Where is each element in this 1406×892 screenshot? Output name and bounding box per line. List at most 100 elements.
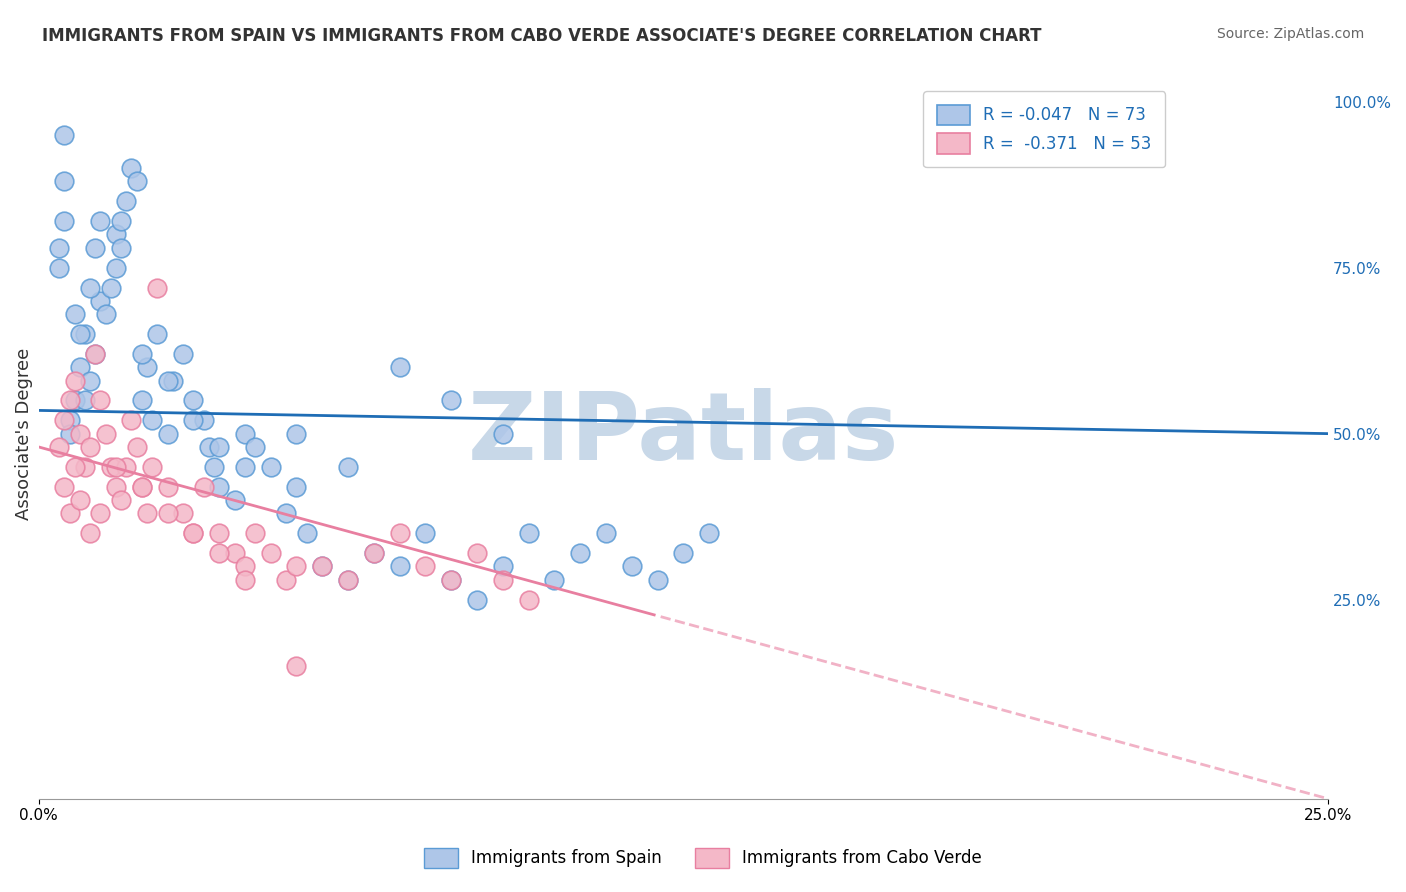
Point (233, 573, 256, 587)
Point (104, 480, 127, 494)
Point (104, 227, 127, 242)
Point (84, 347, 107, 361)
Point (53, 214, 76, 228)
Point (337, 459, 360, 474)
Point (104, 260, 127, 275)
Point (53, 128, 76, 142)
Point (193, 413, 215, 427)
Text: IMMIGRANTS FROM SPAIN VS IMMIGRANTS FROM CABO VERDE ASSOCIATE'S DEGREE CORRELATI: IMMIGRANTS FROM SPAIN VS IMMIGRANTS FROM… (42, 27, 1042, 45)
Point (125, 174, 148, 188)
Point (63, 459, 86, 474)
Point (73, 459, 96, 474)
Point (135, 360, 157, 375)
Point (197, 440, 219, 454)
Point (156, 480, 179, 494)
Point (208, 546, 231, 560)
Point (260, 459, 283, 474)
Point (69, 493, 91, 508)
Point (73, 327, 96, 342)
Point (337, 573, 360, 587)
Point (131, 480, 153, 494)
Point (79, 526, 101, 541)
Point (181, 526, 204, 541)
Point (181, 393, 204, 408)
Point (388, 559, 411, 574)
Point (595, 526, 617, 541)
Point (156, 374, 179, 388)
Point (162, 374, 184, 388)
Point (58, 393, 80, 408)
Point (285, 480, 308, 494)
Point (131, 393, 153, 408)
Point (63, 307, 86, 321)
Point (120, 161, 142, 175)
Point (388, 360, 411, 375)
Point (276, 573, 298, 587)
Point (492, 559, 515, 574)
Point (276, 506, 298, 520)
Point (53, 174, 76, 188)
Point (73, 393, 96, 408)
Y-axis label: Associate's Degree: Associate's Degree (15, 348, 32, 520)
Point (440, 573, 463, 587)
Point (84, 241, 107, 255)
Point (146, 327, 169, 342)
Point (89, 506, 111, 520)
Point (156, 426, 179, 441)
Point (295, 526, 318, 541)
Point (517, 526, 540, 541)
Legend: Immigrants from Spain, Immigrants from Cabo Verde: Immigrants from Spain, Immigrants from C… (418, 841, 988, 875)
Legend: R = -0.047   N = 73, R =  -0.371   N = 53: R = -0.047 N = 73, R = -0.371 N = 53 (924, 92, 1166, 167)
Point (415, 526, 437, 541)
Point (120, 413, 142, 427)
Point (100, 459, 122, 474)
Point (146, 280, 169, 294)
Point (543, 573, 565, 587)
Point (363, 546, 385, 560)
Point (48, 260, 70, 275)
Point (63, 374, 86, 388)
Point (69, 360, 91, 375)
Point (224, 546, 246, 560)
Point (245, 440, 267, 454)
Point (285, 659, 308, 673)
Point (100, 280, 122, 294)
Point (492, 573, 515, 587)
Text: Source: ZipAtlas.com: Source: ZipAtlas.com (1216, 27, 1364, 41)
Point (84, 347, 107, 361)
Point (110, 214, 132, 228)
Point (465, 592, 488, 607)
Point (181, 526, 204, 541)
Point (53, 480, 76, 494)
Point (224, 493, 246, 508)
Point (245, 526, 267, 541)
Point (79, 374, 101, 388)
Point (58, 413, 80, 427)
Point (208, 526, 231, 541)
Point (440, 573, 463, 587)
Point (115, 194, 138, 209)
Point (125, 440, 148, 454)
Point (172, 347, 194, 361)
Point (620, 559, 643, 574)
Point (58, 426, 80, 441)
Point (569, 546, 592, 560)
Point (131, 347, 153, 361)
Point (89, 293, 111, 308)
Point (79, 280, 101, 294)
Point (79, 440, 101, 454)
Point (181, 413, 204, 427)
Point (233, 426, 256, 441)
Point (58, 506, 80, 520)
Point (233, 459, 256, 474)
Point (131, 480, 153, 494)
Point (233, 559, 256, 574)
Point (202, 459, 225, 474)
Point (89, 393, 111, 408)
Point (94, 426, 117, 441)
Point (94, 307, 117, 321)
Point (285, 426, 308, 441)
Point (492, 426, 515, 441)
Point (440, 393, 463, 408)
Point (337, 573, 360, 587)
